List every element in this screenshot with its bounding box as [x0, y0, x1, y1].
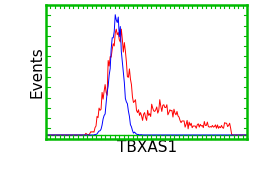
Y-axis label: Events: Events: [29, 46, 44, 98]
X-axis label: TBXAS1: TBXAS1: [116, 140, 176, 155]
